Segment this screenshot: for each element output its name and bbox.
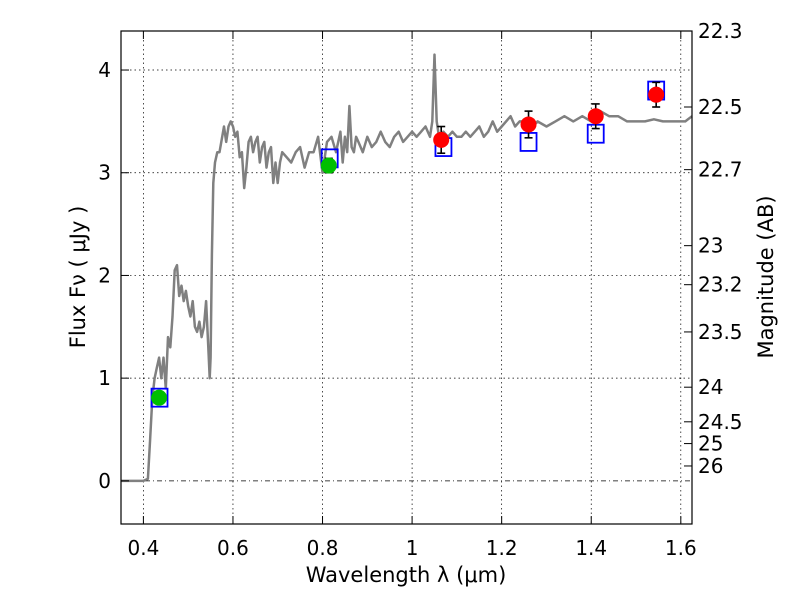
y-tick-label: 4 [98, 58, 111, 82]
x-tick-label: 0.8 [307, 536, 339, 560]
y-axis-label: Flux Fν ( μJy ) [66, 206, 90, 349]
x-tick-label: 0.4 [127, 536, 159, 560]
x-tick-label: 1.2 [486, 536, 518, 560]
magnitude-tick-label: 22.7 [698, 158, 743, 182]
magnitude-tick-label: 22.5 [698, 95, 743, 119]
x-tick-label: 1.4 [575, 536, 607, 560]
magnitude-tick-label: 24 [698, 375, 723, 399]
x-tick-label: 0.6 [217, 536, 249, 560]
magnitude-axis-label: Magnitude (AB) [754, 195, 778, 358]
x-tick-labels: 0.4 0.6 0.8 1 1.2 1.4 1.6 [127, 536, 696, 560]
magnitude-tick-label: 23.5 [698, 320, 743, 344]
green-observed-point [320, 157, 337, 174]
y-tick-label: 1 [98, 366, 111, 390]
y-tick-label: 0 [98, 469, 111, 493]
observed-photometry-points [151, 81, 665, 406]
magnitude-tick-label: 26 [698, 454, 723, 478]
x-tick-label: 1.6 [665, 536, 697, 560]
magnitude-tick-label: 24.5 [698, 410, 743, 434]
magnitude-tick-label: 22.3 [698, 19, 743, 43]
x-axis-label: Wavelength λ (μm) [306, 563, 507, 587]
plot-frame [120, 30, 693, 525]
grid [121, 31, 692, 524]
magnitude-tick-label: 23 [698, 234, 723, 258]
magnitude-tick-label: 23.2 [698, 273, 743, 297]
green-observed-point [151, 389, 168, 406]
magnitude-tick-label: 25 [698, 432, 723, 456]
model-spectrum-line [121, 53, 693, 483]
plot-background [121, 31, 692, 524]
y-tick-label: 2 [98, 263, 111, 287]
y-tick-labels: 0 1 2 3 4 [98, 58, 111, 493]
red-observed-point [520, 116, 537, 133]
red-observed-point [433, 131, 450, 148]
x-tick-label: 1 [406, 536, 419, 560]
red-observed-point [587, 108, 604, 125]
y-tick-label: 3 [98, 161, 111, 185]
red-observed-point [648, 86, 665, 103]
axis-ticks [121, 30, 692, 524]
